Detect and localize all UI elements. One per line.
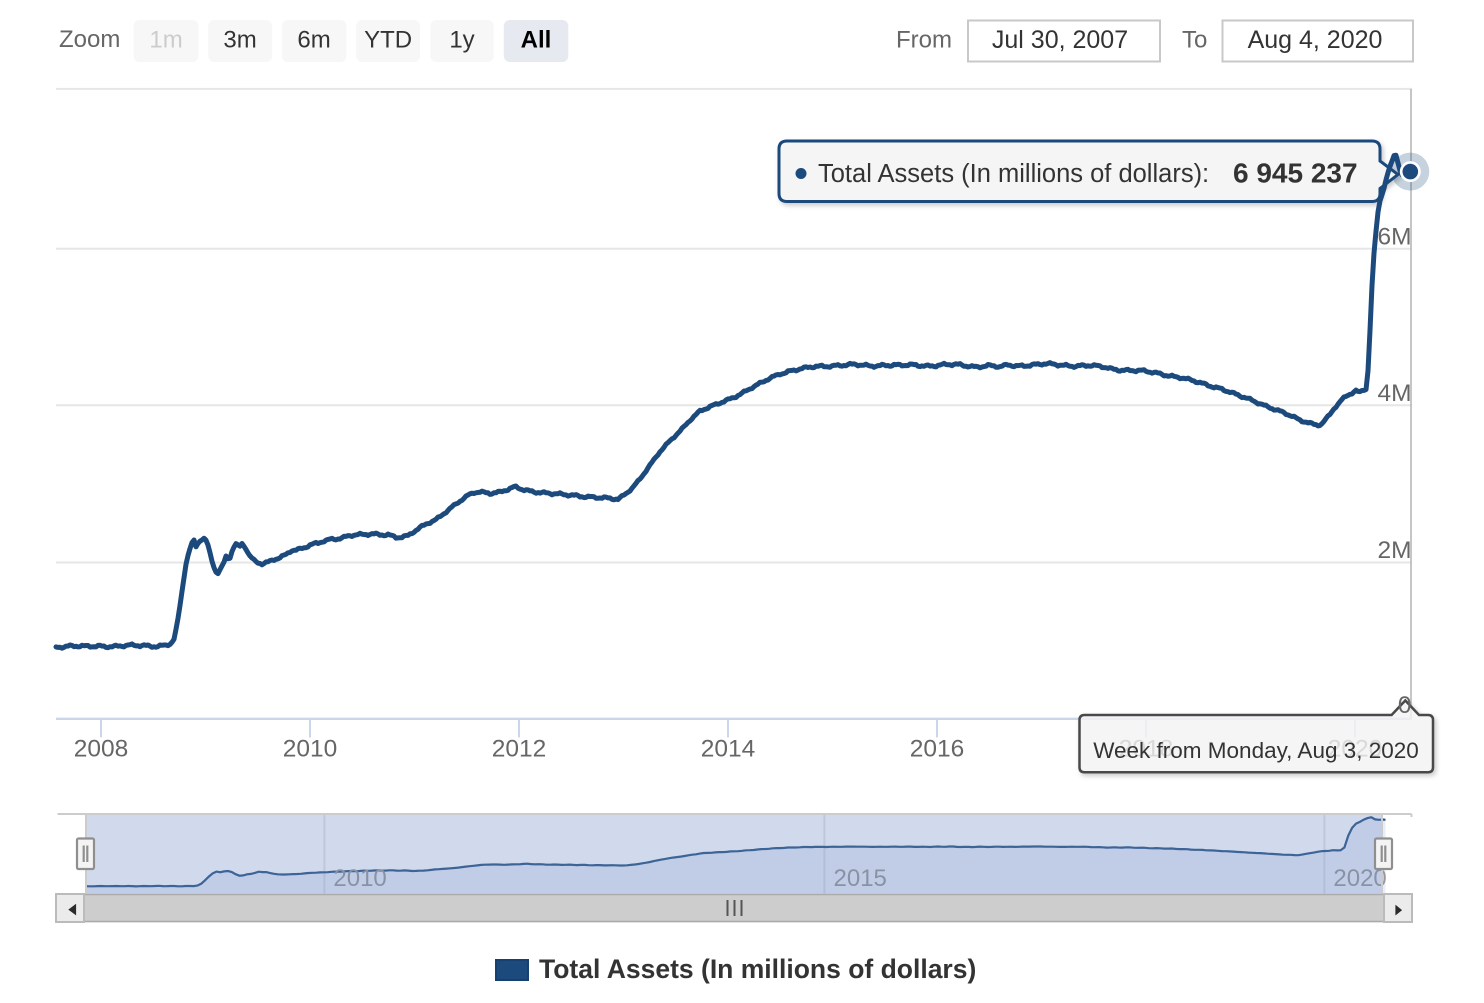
svg-text:Zoom: Zoom xyxy=(59,26,120,53)
svg-text:Aug 4, 2020: Aug 4, 2020 xyxy=(1248,26,1383,54)
svg-text:2016: 2016 xyxy=(910,736,965,763)
svg-text:To: To xyxy=(1182,27,1207,54)
svg-text:1y: 1y xyxy=(449,27,474,54)
svg-text:2010: 2010 xyxy=(283,736,338,763)
svg-text:Total Assets (In millions of d: Total Assets (In millions of dollars): xyxy=(818,160,1209,188)
svg-text:0: 0 xyxy=(1398,692,1412,719)
svg-text:3m: 3m xyxy=(223,27,256,54)
svg-text:YTD: YTD xyxy=(364,27,412,54)
svg-text:Total Assets (In millions of d: Total Assets (In millions of dollars) xyxy=(539,954,976,984)
svg-text:All: All xyxy=(521,27,552,54)
svg-text:Jul 30, 2007: Jul 30, 2007 xyxy=(992,26,1128,54)
svg-text:6m: 6m xyxy=(297,27,330,54)
svg-text:2014: 2014 xyxy=(701,736,756,763)
svg-text:Week from Monday, Aug 3, 2020: Week from Monday, Aug 3, 2020 xyxy=(1093,738,1419,763)
svg-text:6 945 237: 6 945 237 xyxy=(1233,158,1358,189)
svg-text:4M: 4M xyxy=(1377,380,1411,407)
svg-text:2015: 2015 xyxy=(834,865,887,892)
svg-text:2008: 2008 xyxy=(74,736,129,763)
svg-text:2010: 2010 xyxy=(333,865,386,892)
svg-text:6M: 6M xyxy=(1377,223,1411,250)
svg-text:From: From xyxy=(896,27,952,54)
svg-text:1m: 1m xyxy=(149,27,182,54)
svg-text:2M: 2M xyxy=(1377,537,1411,564)
svg-text:2012: 2012 xyxy=(492,736,547,763)
